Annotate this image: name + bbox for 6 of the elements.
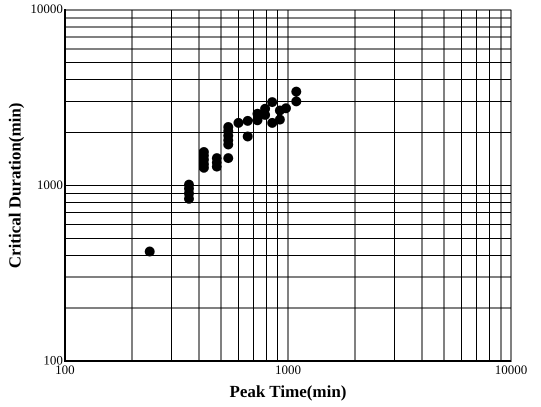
y-tick-label: 10000 (30, 1, 63, 16)
x-tick-label: 1000 (274, 362, 301, 378)
y-tick-label: 1000 (36, 176, 63, 192)
x-axis-title: Peak Time(min) (229, 382, 346, 402)
x-tick-label: 10000 (494, 362, 528, 378)
y-axis-title: Critical Duration(min) (6, 102, 25, 268)
